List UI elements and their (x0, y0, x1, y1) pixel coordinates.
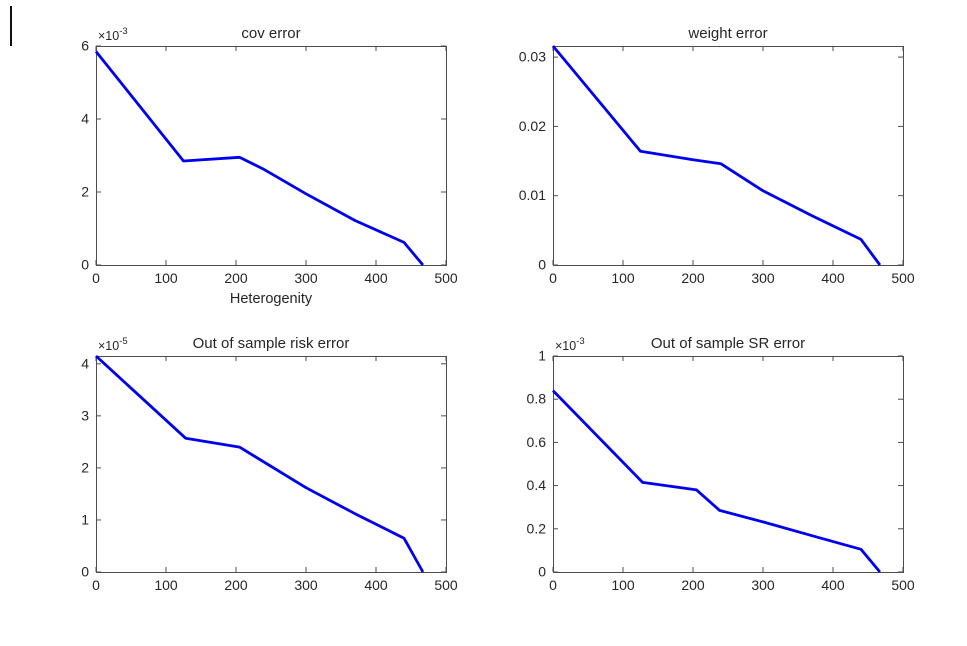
x-tick-label: 200 (224, 270, 248, 286)
y-tick-label: 6 (81, 38, 89, 54)
x-tick-label: 300 (294, 577, 318, 593)
x-tick-label: 100 (611, 270, 635, 286)
x-tick-label: 500 (434, 577, 458, 593)
y-tick-label: 3 (81, 407, 89, 423)
x-tick-label: 0 (92, 270, 100, 286)
y-axis-exponent-label: ×10-3 (98, 26, 128, 43)
y-tick-label: 0 (538, 564, 546, 580)
y-tick-label: 0.2 (527, 520, 547, 536)
x-tick-label: 400 (821, 577, 845, 593)
screen-edge-artifact (10, 6, 12, 46)
x-tick-label: 0 (549, 577, 557, 593)
y-tick-label: 0.6 (527, 434, 547, 450)
x-tick-label: 400 (364, 270, 388, 286)
axes-box (553, 356, 904, 573)
x-tick-label: 100 (154, 577, 178, 593)
axes-box (96, 46, 447, 266)
subplot-out-of-sample-risk-error: 0 100 200 300 400 500 0 1 2 3 4 ×10-5 Out of sample … (81, 335, 458, 593)
y-tick-label: 0.02 (519, 118, 546, 134)
y-tick-label: 1 (538, 348, 546, 364)
y-tick-label: 2 (81, 459, 89, 475)
x-tick-label: 300 (294, 270, 318, 286)
subplot-weight-error: 0 100 200 300 400 500 0 0.01 0.02 0.03 weight erro… (519, 25, 915, 286)
x-tick-label: 200 (224, 577, 248, 593)
y-tick-label: 4 (81, 111, 89, 127)
subplot-title: weight error (687, 25, 767, 42)
axes-box (553, 46, 904, 266)
y-tick-label: 0 (538, 257, 546, 273)
x-axis-label: Heterogenity (230, 291, 313, 307)
y-tick-label: 0 (81, 564, 89, 580)
y-tick-label: 0.4 (527, 477, 547, 493)
data-line-out-of-sample-risk-error (95, 354, 425, 573)
data-line-cov-error (94, 50, 424, 266)
data-line-out-of-sample-sr-error (551, 389, 881, 573)
y-tick-label: 0.8 (527, 391, 547, 407)
x-tick-label: 100 (611, 577, 635, 593)
x-tick-label: 0 (92, 577, 100, 593)
y-tick-label: 0.01 (519, 187, 546, 203)
x-tick-label: 200 (681, 270, 705, 286)
y-axis-exponent-label: ×10-5 (98, 336, 128, 353)
subplot-title: Out of sample SR error (651, 335, 805, 352)
y-axis-exponent-label: ×10-3 (555, 336, 585, 353)
x-tick-label: 300 (751, 270, 775, 286)
subplot-title: cov error (241, 25, 300, 42)
y-tick-label: 1 (81, 511, 89, 527)
y-tick-label: 0 (81, 257, 89, 273)
x-tick-label: 500 (891, 270, 915, 286)
axes-box (96, 356, 447, 573)
data-line-weight-error (551, 45, 882, 266)
y-tick-label: 4 (81, 355, 89, 371)
subplot-out-of-sample-sr-error: 0 100 200 300 400 500 0 0.2 0.4 0.6 0.8 1 ×10-3 Out o… (527, 335, 915, 593)
x-tick-label: 200 (681, 577, 705, 593)
x-tick-label: 500 (891, 577, 915, 593)
x-tick-label: 0 (549, 270, 557, 286)
x-tick-label: 300 (751, 577, 775, 593)
x-tick-label: 400 (821, 270, 845, 286)
subplot-title: Out of sample risk error (193, 335, 350, 352)
x-tick-label: 400 (364, 577, 388, 593)
subplot-cov-error: 0 100 200 300 400 500 0 2 4 6 ×10-3 cov error Hetero… (81, 25, 458, 307)
y-tick-label: 2 (81, 184, 89, 200)
x-tick-label: 500 (434, 270, 458, 286)
y-tick-label: 0.03 (519, 49, 546, 65)
x-tick-label: 100 (154, 270, 178, 286)
